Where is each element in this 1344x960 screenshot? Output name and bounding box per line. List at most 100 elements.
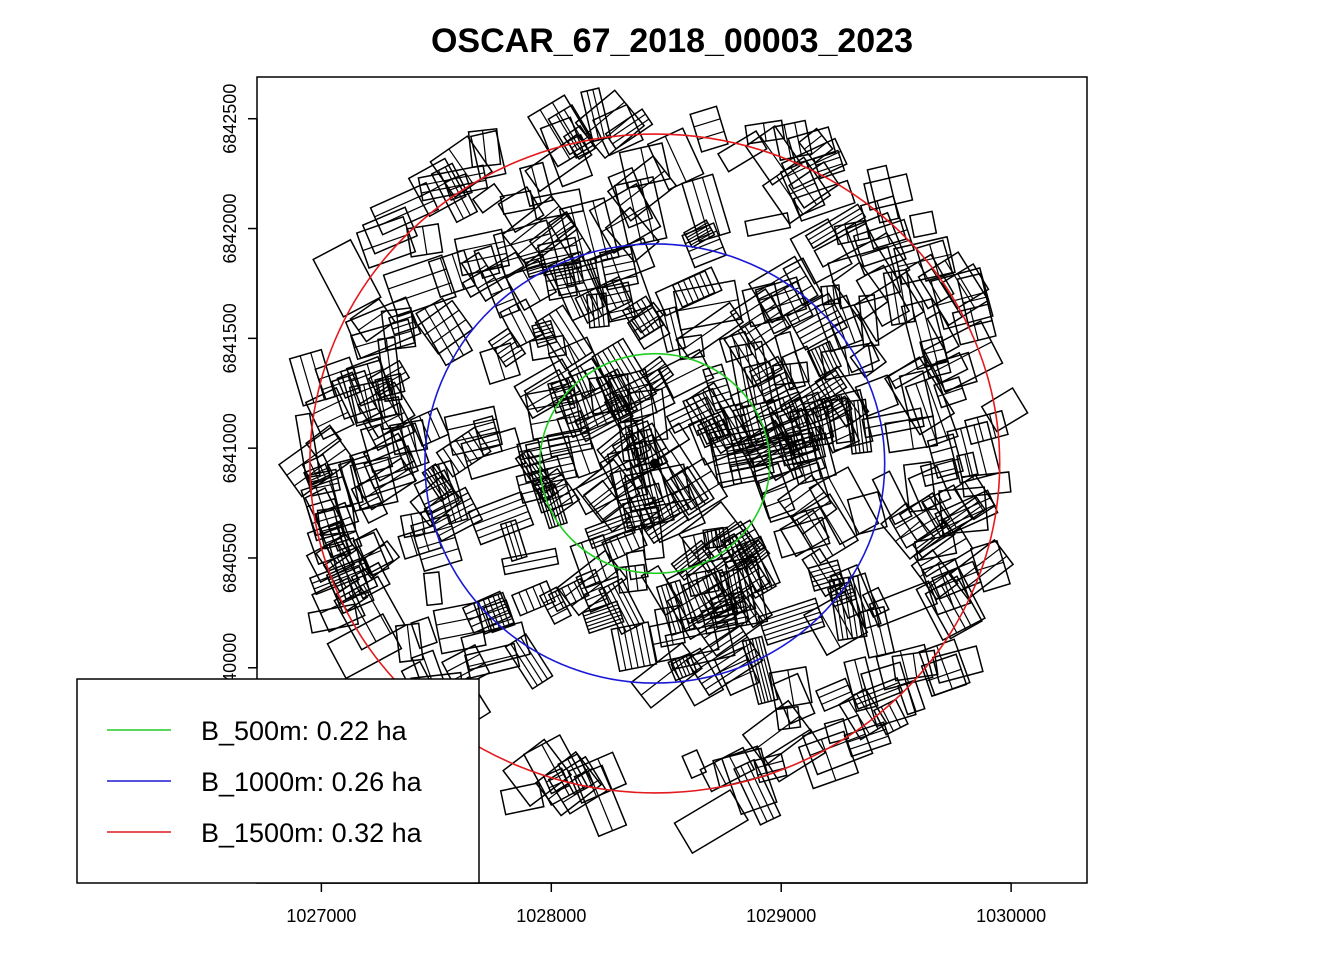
- parcel: [294, 412, 321, 479]
- legend-label-B_500m: B_500m: 0.22 ha: [201, 716, 408, 746]
- parcel: [638, 506, 665, 561]
- parcel: [658, 348, 715, 399]
- parcel: [599, 433, 669, 492]
- parcel: [669, 465, 710, 511]
- parcel: [471, 182, 506, 214]
- parcel: [304, 386, 355, 441]
- parcel: [828, 575, 868, 642]
- parcel: [801, 547, 844, 598]
- parcel: [741, 699, 813, 767]
- parcel: [432, 601, 487, 655]
- parcel: [681, 568, 738, 624]
- parcel: [504, 633, 554, 690]
- y-tick-label: 6842000: [220, 193, 240, 263]
- parcel: [640, 482, 664, 507]
- parcel: [853, 274, 925, 343]
- parcel: [531, 319, 558, 349]
- y-tick-label: 6841500: [220, 303, 240, 373]
- parcel: [573, 394, 634, 443]
- parcel: [394, 622, 424, 663]
- parcel: [779, 160, 826, 217]
- parcel: [630, 301, 665, 334]
- parcel: [460, 621, 531, 671]
- parcel: [547, 336, 610, 406]
- parcel: [742, 418, 808, 469]
- parcel: [567, 751, 628, 804]
- legend-label-B_1500m: B_1500m: 0.32 ha: [201, 818, 423, 848]
- parcel: [604, 108, 654, 150]
- parcel: [843, 656, 879, 713]
- parcel: [665, 396, 716, 435]
- parcel: [671, 269, 716, 309]
- parcel: [604, 368, 676, 431]
- parcel: [926, 310, 961, 355]
- parcel: [415, 297, 474, 367]
- parcel: [510, 579, 556, 617]
- parcel: [345, 355, 394, 407]
- x-tick-label: 1029000: [746, 906, 816, 926]
- parcel: [786, 292, 849, 351]
- parcel: [349, 456, 399, 511]
- parcel: [733, 758, 782, 826]
- parcel: [883, 356, 956, 436]
- parcel: [935, 351, 978, 393]
- parcel: [574, 458, 641, 524]
- parcel: [822, 395, 853, 422]
- parcel: [866, 164, 900, 224]
- parcel: [382, 254, 457, 318]
- parcel: [863, 173, 914, 211]
- parcel: [331, 369, 378, 420]
- parcel: [575, 568, 611, 613]
- parcel: [421, 463, 456, 503]
- parcel: [893, 235, 956, 286]
- parcel: [801, 714, 874, 776]
- parcel: [852, 218, 916, 268]
- parcel: [701, 520, 762, 578]
- parcel: [603, 393, 652, 459]
- parcel: [931, 560, 982, 600]
- parcel: [946, 420, 1001, 484]
- parcel: [552, 257, 602, 297]
- parcel: [467, 128, 502, 169]
- parcel: [811, 395, 861, 454]
- parcel: [472, 591, 516, 635]
- y-tick-label: 6840500: [220, 523, 240, 593]
- center-point: [649, 458, 660, 469]
- parcel: [774, 330, 807, 391]
- parcel: [443, 405, 503, 456]
- parcel: [374, 372, 406, 399]
- parcel: [880, 502, 937, 560]
- parcel: [930, 267, 994, 331]
- parcel: [872, 698, 909, 736]
- parcel: [406, 223, 444, 258]
- parcel: [430, 162, 479, 224]
- parcel: [689, 105, 729, 153]
- parcel: [463, 642, 521, 679]
- buffer-circles: [309, 133, 1001, 794]
- parcel: [472, 415, 503, 458]
- parcel: [667, 652, 698, 682]
- parcel: [387, 309, 418, 336]
- parcel: [654, 266, 723, 317]
- parcel: [908, 210, 938, 239]
- parcel: [902, 461, 937, 513]
- parcel: [728, 340, 774, 408]
- parcel: [581, 600, 625, 635]
- parcel: [713, 646, 760, 697]
- parcel: [716, 130, 768, 173]
- parcel: [938, 486, 989, 535]
- parcel: [467, 490, 535, 546]
- parcel: [923, 319, 1004, 394]
- parcel: [567, 357, 609, 399]
- parcel: [601, 281, 637, 323]
- y-tick-label: 6841000: [220, 413, 240, 483]
- parcel: [823, 717, 850, 745]
- parcel: [913, 533, 958, 562]
- parcel: [534, 304, 594, 371]
- legend-label-B_1000m: B_1000m: 0.26 ha: [201, 767, 423, 797]
- parcel: [339, 359, 398, 427]
- parcel: [349, 318, 416, 361]
- parcel: [912, 526, 974, 578]
- parcel: [673, 788, 750, 855]
- parcel: [763, 728, 827, 783]
